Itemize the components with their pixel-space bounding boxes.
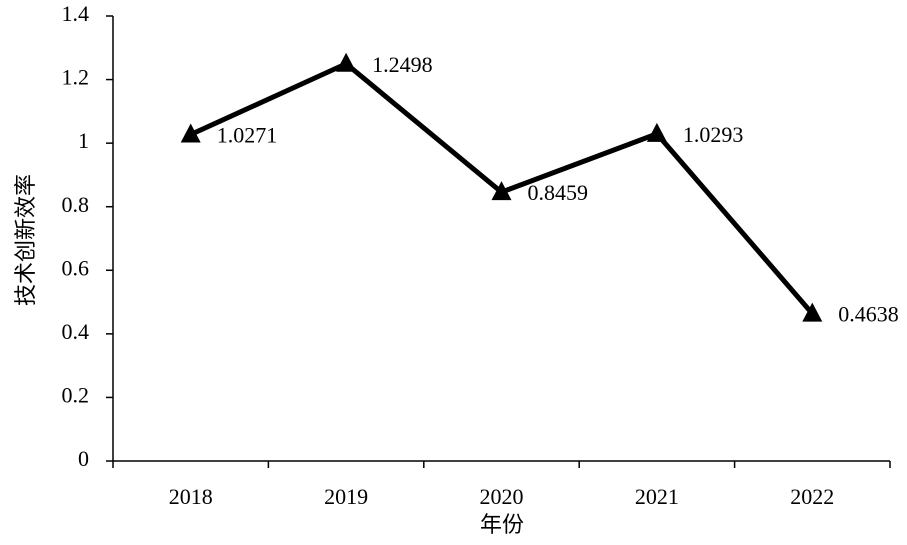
y-tick-label: 1.2 [62, 65, 90, 90]
y-tick-label: 0.2 [62, 382, 90, 407]
x-tick-label: 2022 [790, 484, 834, 509]
data-label: 1.0271 [217, 123, 278, 148]
x-tick-label: 2019 [324, 484, 368, 509]
x-tick-label: 2018 [169, 484, 213, 509]
data-label: 0.8459 [528, 180, 589, 205]
point-marker [180, 123, 201, 143]
y-tick-label: 1 [78, 128, 89, 153]
y-tick-label: 0.8 [62, 192, 90, 217]
y-tick-label: 0.6 [62, 255, 90, 280]
y-tick-label: 0.4 [62, 319, 90, 344]
point-marker [336, 52, 357, 72]
point-marker [646, 122, 667, 142]
data-label: 0.4638 [838, 302, 899, 327]
data-label: 1.0293 [683, 122, 744, 147]
y-tick-label: 1.4 [62, 1, 90, 26]
data-label: 1.2498 [372, 52, 433, 77]
point-marker [491, 181, 512, 201]
y-axis-label: 技术创新效率 [13, 174, 38, 306]
x-tick-label: 2021 [635, 484, 679, 509]
y-tick-label: 0 [78, 446, 89, 471]
x-axis-label: 年份 [480, 512, 524, 537]
point-marker [802, 302, 823, 322]
x-tick-label: 2020 [480, 484, 524, 509]
